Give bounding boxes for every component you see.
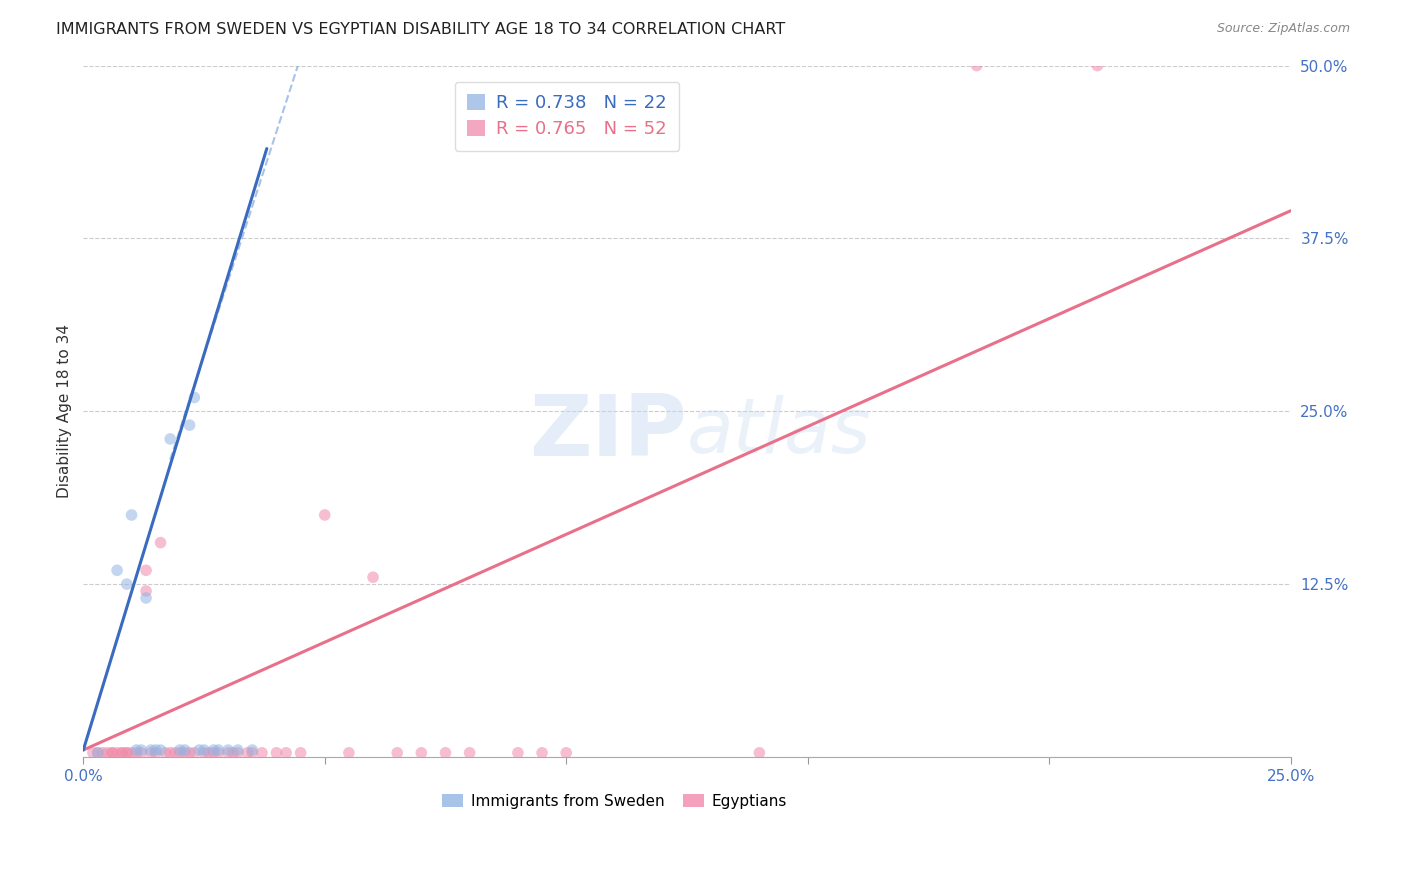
Point — [121, 746, 143, 760]
Point — [385, 746, 408, 760]
Legend: Immigrants from Sweden, Egyptians: Immigrants from Sweden, Egyptians — [436, 788, 793, 815]
Point — [188, 743, 211, 757]
Point — [155, 746, 177, 760]
Point — [202, 746, 225, 760]
Point — [101, 746, 124, 760]
Point — [226, 746, 249, 760]
Point — [115, 746, 138, 760]
Point — [87, 746, 110, 760]
Point — [145, 746, 167, 760]
Point — [125, 746, 148, 760]
Point — [506, 746, 529, 760]
Point — [966, 59, 988, 73]
Point — [183, 391, 205, 405]
Point — [179, 746, 201, 760]
Point — [135, 584, 157, 599]
Point — [531, 746, 554, 760]
Point — [193, 743, 215, 757]
Point — [748, 746, 770, 760]
Point — [87, 746, 110, 760]
Point — [105, 563, 128, 577]
Point — [173, 743, 195, 757]
Point — [207, 743, 229, 757]
Point — [240, 743, 263, 757]
Point — [135, 591, 157, 605]
Point — [82, 746, 104, 760]
Point — [222, 746, 245, 760]
Point — [179, 418, 201, 433]
Point — [217, 746, 239, 760]
Point — [290, 746, 312, 760]
Point — [111, 746, 134, 760]
Point — [125, 743, 148, 757]
Point — [139, 746, 162, 760]
Point — [149, 535, 172, 549]
Point — [115, 577, 138, 591]
Point — [159, 746, 181, 760]
Point — [314, 508, 336, 522]
Point — [111, 746, 134, 760]
Text: IMMIGRANTS FROM SWEDEN VS EGYPTIAN DISABILITY AGE 18 TO 34 CORRELATION CHART: IMMIGRANTS FROM SWEDEN VS EGYPTIAN DISAB… — [56, 22, 786, 37]
Text: Source: ZipAtlas.com: Source: ZipAtlas.com — [1216, 22, 1350, 36]
Point — [163, 746, 186, 760]
Point — [149, 743, 172, 757]
Point — [129, 746, 152, 760]
Point — [183, 746, 205, 760]
Point — [274, 746, 297, 760]
Point — [555, 746, 578, 760]
Point — [159, 432, 181, 446]
Point — [217, 743, 239, 757]
Point — [236, 746, 259, 760]
Point — [226, 743, 249, 757]
Point — [198, 746, 221, 760]
Point — [193, 746, 215, 760]
Point — [91, 746, 114, 760]
Point — [135, 563, 157, 577]
Point — [458, 746, 481, 760]
Point — [169, 746, 191, 760]
Point — [101, 746, 124, 760]
Point — [105, 746, 128, 760]
Point — [115, 746, 138, 760]
Text: ZIP: ZIP — [529, 391, 688, 474]
Point — [361, 570, 384, 584]
Point — [145, 743, 167, 757]
Point — [173, 746, 195, 760]
Point — [207, 746, 229, 760]
Point — [240, 746, 263, 760]
Point — [250, 746, 273, 760]
Point — [337, 746, 360, 760]
Point — [139, 743, 162, 757]
Point — [1087, 59, 1109, 73]
Point — [434, 746, 457, 760]
Point — [411, 746, 433, 760]
Point — [266, 746, 288, 760]
Point — [169, 743, 191, 757]
Point — [96, 746, 118, 760]
Point — [202, 743, 225, 757]
Text: atlas: atlas — [688, 395, 872, 469]
Point — [129, 743, 152, 757]
Point — [121, 508, 143, 522]
Y-axis label: Disability Age 18 to 34: Disability Age 18 to 34 — [58, 325, 72, 499]
